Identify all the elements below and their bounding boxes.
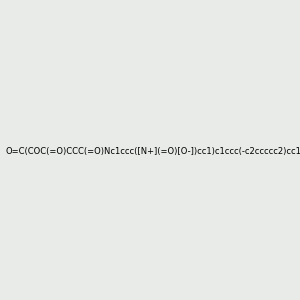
Text: O=C(COC(=O)CCC(=O)Nc1ccc([N+](=O)[O-])cc1)c1ccc(-c2ccccc2)cc1: O=C(COC(=O)CCC(=O)Nc1ccc([N+](=O)[O-])cc… — [6, 147, 300, 156]
